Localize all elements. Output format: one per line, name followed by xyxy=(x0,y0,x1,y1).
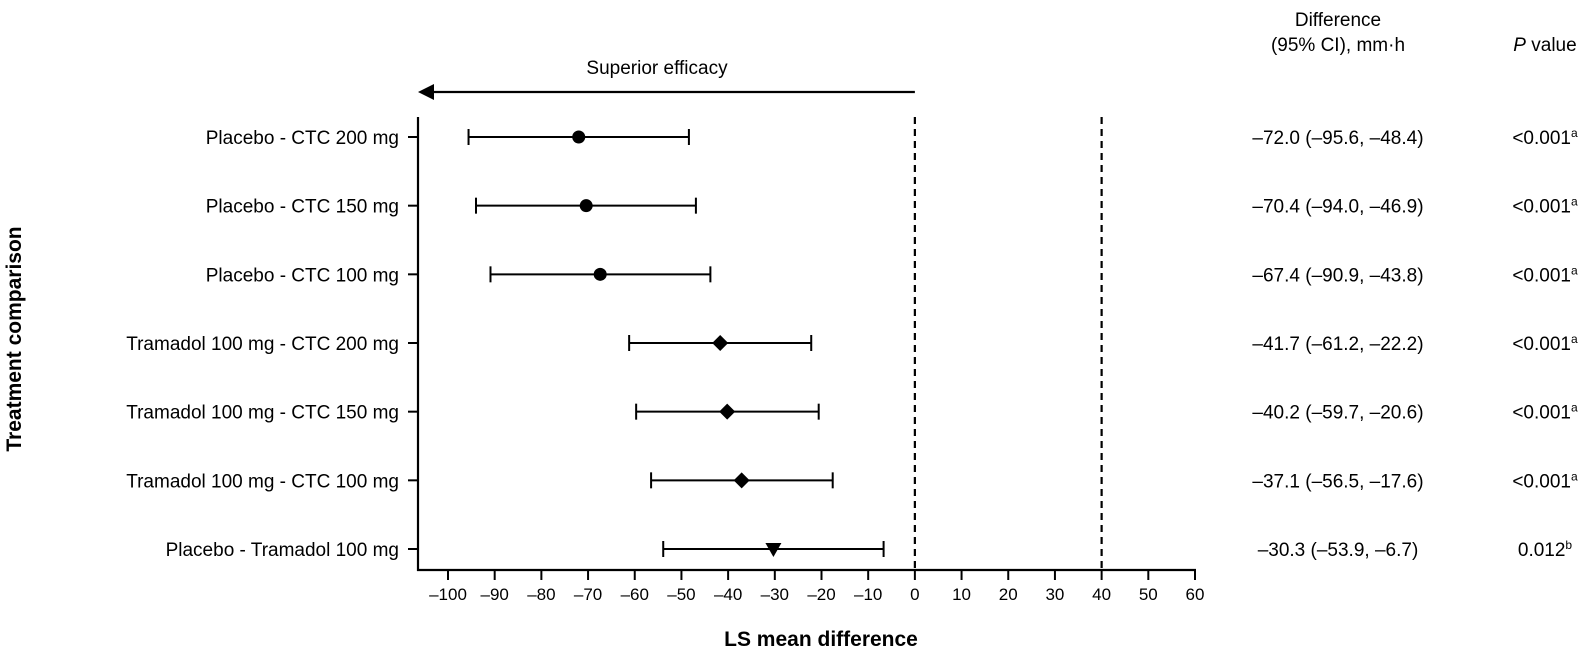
difference-value: –41.7 (–61.2, –22.2) xyxy=(1252,334,1423,355)
x-tick-label: 50 xyxy=(1139,585,1158,604)
difference-value: –67.4 (–90.9, –43.8) xyxy=(1252,265,1423,286)
difference-value: –30.3 (–53.9, –6.7) xyxy=(1258,540,1419,561)
p-value: 0.012b xyxy=(1518,538,1573,561)
x-tick-label: –40 xyxy=(714,585,742,604)
x-tick-label: 20 xyxy=(999,585,1018,604)
x-tick-label: 10 xyxy=(952,585,971,604)
p-value-number: <0.001 xyxy=(1512,128,1571,149)
forest-row: Placebo - CTC 100 mg –67.4 (–90.9, –43.8)… xyxy=(206,263,1578,286)
row-label: Tramadol 100 mg - CTC 100 mg xyxy=(126,471,399,492)
p-value: <0.001a xyxy=(1512,195,1578,218)
p-value-header: P value xyxy=(1513,35,1576,56)
forest-row: Placebo - Tramadol 100 mg –30.3 (–53.9, –… xyxy=(166,538,1573,561)
y-axis-title: Treatment comparison xyxy=(3,226,26,451)
x-tick-label: –30 xyxy=(761,585,789,604)
point-estimate-triangle xyxy=(765,543,782,557)
superior-efficacy-label: Superior efficacy xyxy=(586,58,728,79)
point-estimate-diamond xyxy=(733,472,750,489)
forest-row: Tramadol 100 mg - CTC 150 mg –40.2 (–59.7… xyxy=(126,401,1578,424)
x-tick-label: –10 xyxy=(854,585,882,604)
p-value-header-rest: value xyxy=(1526,35,1577,56)
rows: Placebo - CTC 200 mg –72.0 (–95.6, –48.4)… xyxy=(126,126,1578,561)
forest-row: Tramadol 100 mg - CTC 100 mg –37.1 (–56.5… xyxy=(126,469,1578,492)
x-tick-label: –60 xyxy=(621,585,649,604)
x-axis-title: LS mean difference xyxy=(724,628,918,651)
x-tick-label: 60 xyxy=(1186,585,1205,604)
x-tick-label: 30 xyxy=(1045,585,1064,604)
difference-header-line1: Difference xyxy=(1295,10,1381,31)
p-value: <0.001a xyxy=(1512,332,1578,355)
x-tick-label: –20 xyxy=(807,585,835,604)
point-estimate-diamond xyxy=(712,335,729,351)
p-value: <0.001a xyxy=(1512,126,1578,149)
forest-row: Tramadol 100 mg - CTC 200 mg –41.7 (–61.2… xyxy=(126,332,1578,355)
x-tick-label: 40 xyxy=(1092,585,1111,604)
point-estimate-circle xyxy=(579,199,593,213)
x-tick-label: –50 xyxy=(667,585,695,604)
p-value-header-italic: P xyxy=(1513,35,1526,56)
difference-value: –40.2 (–59.7, –20.6) xyxy=(1252,403,1423,424)
row-label: Placebo - CTC 200 mg xyxy=(206,128,399,149)
forest-row: Placebo - CTC 150 mg –70.4 (–94.0, –46.9)… xyxy=(206,195,1578,218)
arrow-head-icon xyxy=(418,84,434,100)
p-value-number: <0.001 xyxy=(1512,334,1571,355)
difference-value: –70.4 (–94.0, –46.9) xyxy=(1252,197,1423,218)
p-value-number: <0.001 xyxy=(1512,197,1571,218)
p-value-footnote: a xyxy=(1571,126,1578,140)
p-value-number: <0.001 xyxy=(1512,471,1571,492)
x-tick-label: 0 xyxy=(910,585,919,604)
point-estimate-circle xyxy=(593,267,607,281)
row-label: Placebo - CTC 150 mg xyxy=(206,197,399,218)
point-estimate-circle xyxy=(572,130,586,144)
row-label: Tramadol 100 mg - CTC 200 mg xyxy=(126,334,399,355)
forest-row: Placebo - CTC 200 mg –72.0 (–95.6, –48.4)… xyxy=(206,126,1578,149)
x-tick-label: –70 xyxy=(574,585,602,604)
row-label: Placebo - Tramadol 100 mg xyxy=(166,540,399,561)
p-value-footnote: a xyxy=(1571,263,1578,277)
p-value: <0.001a xyxy=(1512,401,1578,424)
p-value-number: 0.012 xyxy=(1518,540,1566,561)
axes: –100 –90 –80 –70 –60 –50 –40 –30 –20 –10 0 10 20 30 40… xyxy=(416,117,1205,604)
p-value-number: <0.001 xyxy=(1512,403,1571,424)
row-label: Tramadol 100 mg - CTC 150 mg xyxy=(126,403,399,424)
point-estimate-diamond xyxy=(719,403,736,420)
row-label: Placebo - CTC 100 mg xyxy=(206,265,399,286)
p-value: <0.001a xyxy=(1512,263,1578,286)
superior-efficacy-arrow xyxy=(418,84,915,100)
x-tick-label: –90 xyxy=(481,585,509,604)
difference-value: –72.0 (–95.6, –48.4) xyxy=(1252,128,1423,149)
x-tick-label: –80 xyxy=(527,585,555,604)
p-value-number: <0.001 xyxy=(1512,265,1571,286)
p-value-footnote: a xyxy=(1571,332,1578,346)
difference-value: –37.1 (–56.5, –17.6) xyxy=(1252,471,1423,492)
difference-header-line2: (95% CI), mm·h xyxy=(1271,35,1405,56)
reference-lines xyxy=(913,117,1103,570)
p-value-footnote: b xyxy=(1565,538,1572,552)
p-value-footnote: a xyxy=(1571,401,1578,415)
p-value-footnote: a xyxy=(1571,469,1578,483)
p-value-footnote: a xyxy=(1571,195,1578,209)
x-tick-label: –100 xyxy=(429,585,467,604)
p-value: <0.001a xyxy=(1512,469,1578,492)
